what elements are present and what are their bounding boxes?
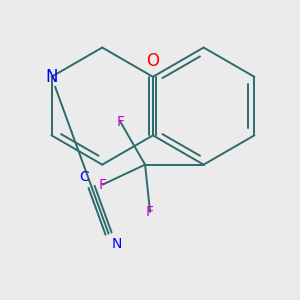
Text: F: F [116,115,124,128]
Text: O: O [146,52,159,70]
Text: C: C [79,170,88,184]
Text: N: N [112,236,122,250]
Text: F: F [146,205,154,219]
Text: F: F [99,178,107,191]
Text: N: N [45,68,58,86]
